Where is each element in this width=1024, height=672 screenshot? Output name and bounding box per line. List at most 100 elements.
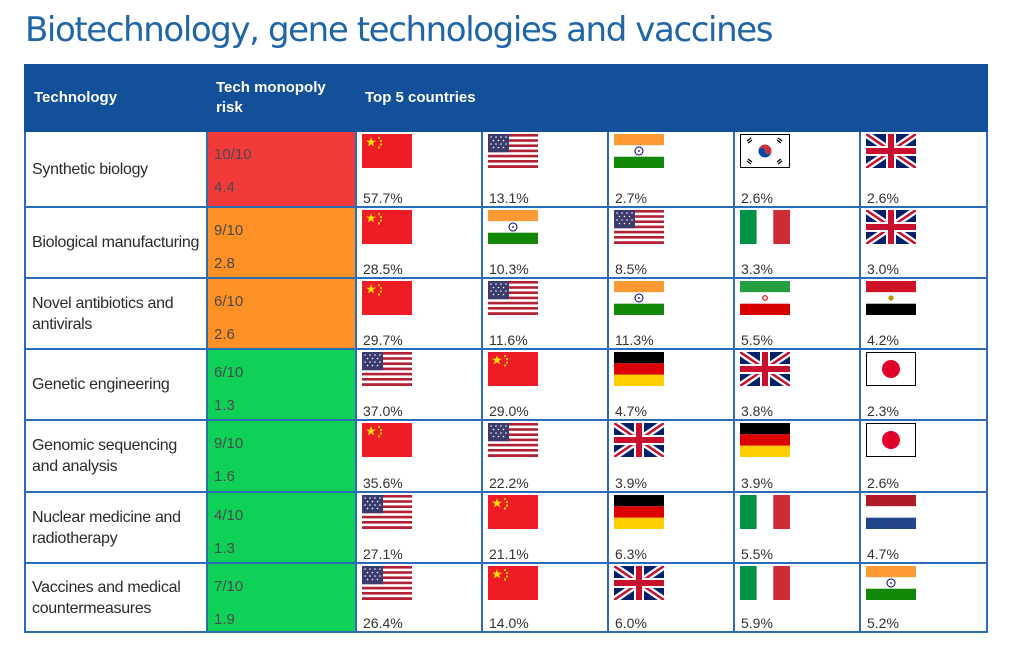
country-cell: 37.0% [355,348,483,421]
risk-ratio: 2.6 [214,326,235,343]
india-flag-icon [488,210,538,244]
country-cell: 57.7% [355,130,483,208]
country-share: 2.6% [867,475,899,491]
country-cell: 3.9% [607,419,735,493]
risk-score: 4/10 [214,507,244,524]
china-flag-icon [362,423,412,457]
risk-ratio: 2.8 [214,255,235,272]
country-share: 28.5% [363,261,403,277]
monopoly-risk-cell: 6/10 2.6 [206,277,357,350]
usa-flag-icon [362,495,412,529]
germany-flag-icon [614,352,664,386]
header-top-5-countries: Top 5 countries [354,64,989,132]
monopoly-risk-cell: 6/10 1.3 [206,348,357,421]
country-share: 11.6% [489,332,528,348]
usa-flag-icon [488,134,538,168]
uk-flag-icon [866,210,916,244]
country-cell: 22.2% [481,419,609,493]
country-cell: 2.6% [858,419,989,493]
country-cell: 14.0% [481,562,609,633]
south-korea-flag-icon [740,134,790,168]
country-share: 2.3% [867,403,899,419]
country-share: 2.7% [615,190,647,206]
country-share: 3.9% [741,475,773,491]
country-cell: 8.5% [607,206,735,279]
table-row: Novel antibiotics and antivirals 6/10 2.6 2… [24,277,989,350]
china-flag-icon [362,210,412,244]
country-share: 29.0% [489,403,529,419]
country-share: 6.3% [615,546,647,562]
technology-name: Nuclear medicine and radiotherapy [24,491,208,564]
country-share: 2.6% [741,190,773,206]
country-cell: 3.3% [733,206,861,279]
country-share: 21.1% [489,546,529,562]
india-flag-icon [614,281,664,315]
monopoly-risk-cell: 9/10 2.8 [206,206,357,279]
header-tech-monopoly-risk: Tech monopoly risk [206,64,357,132]
usa-flag-icon [362,566,412,600]
technology-name: Vaccines and medical countermeasures [24,562,208,633]
country-share: 26.4% [363,615,403,631]
technology-name: Genetic engineering [24,348,208,421]
germany-flag-icon [740,423,790,457]
uk-flag-icon [740,352,790,386]
italy-flag-icon [740,495,790,529]
table-row: Genomic sequencing and analysis 9/10 1.6 35… [24,419,989,493]
country-share: 5.5% [741,332,773,348]
country-share: 29.7% [363,332,403,348]
risk-score: 9/10 [214,222,244,239]
monopoly-risk-cell: 10/10 4.4 [206,130,357,208]
monopoly-risk-cell: 9/10 1.6 [206,419,357,493]
monopoly-risk-cell: 7/10 1.9 [206,562,357,633]
table-row: Biological manufacturing 9/10 2.8 28.5% 10.3… [24,206,989,279]
country-share: 5.5% [741,546,773,562]
country-cell: 4.7% [858,491,989,564]
header-technology: Technology [24,64,208,132]
netherlands-flag-icon [866,495,916,529]
country-share: 3.0% [867,261,899,277]
country-cell: 3.0% [858,206,989,279]
technology-name: Synthetic biology [24,130,208,208]
country-cell: 11.6% [481,277,609,350]
country-share: 10.3% [489,261,529,277]
country-cell: 6.3% [607,491,735,564]
country-cell: 5.5% [733,277,861,350]
table-row: Nuclear medicine and radiotherapy 4/10 1.3… [24,491,989,564]
iran-flag-icon [740,281,790,315]
country-cell: 5.2% [858,562,989,633]
country-share: 14.0% [489,615,529,631]
table-row: Genetic engineering 6/10 1.3 37.0% 29.0% 4.7%… [24,348,989,421]
country-cell: 13.1% [481,130,609,208]
technology-name: Biological manufacturing [24,206,208,279]
table-row: Synthetic biology 10/10 4.4 57.7% 13.1% 2.7% 2… [24,130,989,208]
india-flag-icon [614,134,664,168]
country-cell: 5.5% [733,491,861,564]
risk-score: 9/10 [214,435,244,452]
country-cell: 6.0% [607,562,735,633]
china-flag-icon [362,281,412,315]
country-cell: 27.1% [355,491,483,564]
risk-score: 6/10 [214,293,244,310]
country-share: 3.8% [741,403,773,419]
country-share: 4.2% [867,332,899,348]
uk-flag-icon [866,134,916,168]
risk-ratio: 1.6 [214,468,235,485]
usa-flag-icon [488,423,538,457]
country-cell: 2.7% [607,130,735,208]
risk-ratio: 1.9 [214,611,235,628]
country-share: 4.7% [867,546,899,562]
china-flag-icon [488,566,538,600]
country-share: 22.2% [489,475,529,491]
country-cell: 26.4% [355,562,483,633]
technology-risk-table: Technology Tech monopoly risk Top 5 coun… [24,64,989,633]
country-share: 8.5% [615,261,647,277]
country-share: 3.3% [741,261,773,277]
country-share: 5.9% [741,615,773,631]
china-flag-icon [488,495,538,529]
country-cell: 2.3% [858,348,989,421]
country-share: 3.9% [615,475,647,491]
country-cell: 11.3% [607,277,735,350]
risk-ratio: 4.4 [214,179,235,196]
country-cell: 29.7% [355,277,483,350]
usa-flag-icon [362,352,412,386]
